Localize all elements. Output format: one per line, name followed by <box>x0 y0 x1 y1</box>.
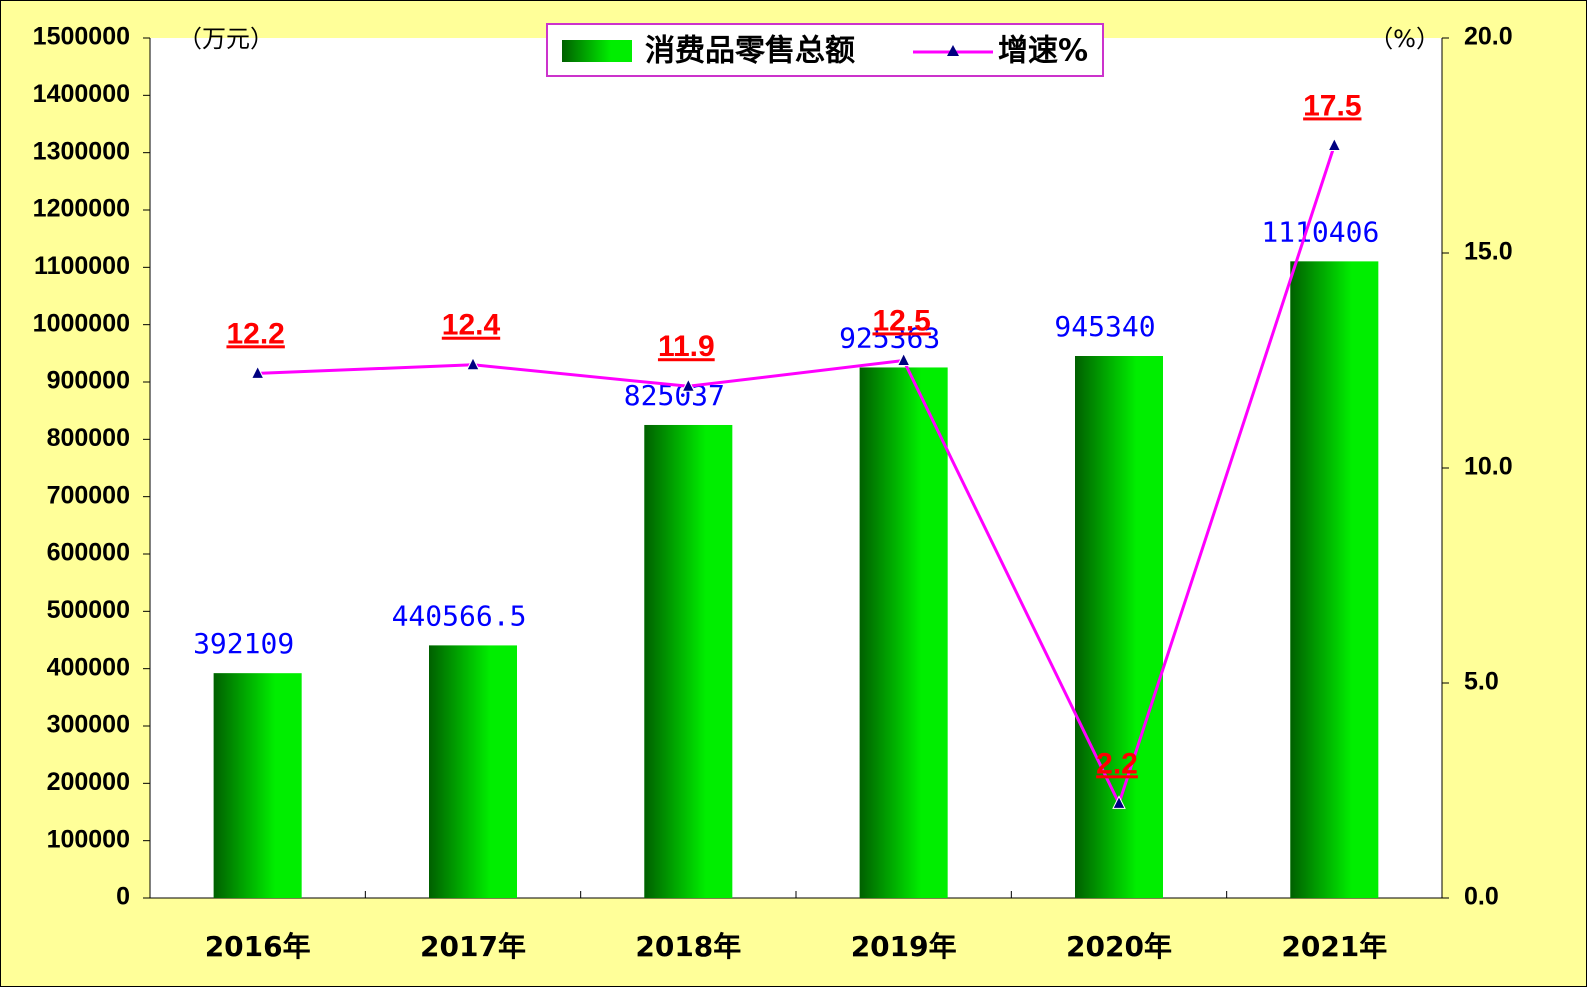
line <box>257 145 1336 808</box>
line-value-label: 12.4 <box>442 309 501 342</box>
legend-box <box>546 23 1104 77</box>
y-tick-label: 1500000 <box>33 23 130 51</box>
x-tick-label: 2020年 <box>1066 930 1172 963</box>
line-marker <box>466 356 480 371</box>
bar-value-label: 925363 <box>839 321 940 354</box>
y-unit: （万元） <box>178 25 274 53</box>
line-marker <box>250 365 265 379</box>
line-value-label: 12.2 <box>226 317 284 350</box>
bar-value-label: 945340 <box>1054 310 1155 343</box>
legend-marker <box>947 45 959 56</box>
legend-swatch-shade <box>562 40 632 62</box>
bar-shade <box>859 367 948 898</box>
bar-shade <box>213 673 302 898</box>
bar-shade <box>644 424 733 898</box>
x-tick-label: 2019年 <box>851 930 957 963</box>
y-tick-label: 400000 <box>47 653 130 681</box>
x-tick-label: 2021年 <box>1281 930 1387 963</box>
y2-tick-label: 10.0 <box>1464 453 1513 481</box>
y-tick-label: 1300000 <box>33 137 130 165</box>
y-tick-label: 0 <box>116 883 130 911</box>
bar-shade <box>1075 356 1163 898</box>
y-tick-label: 1400000 <box>33 80 130 108</box>
x-tick-label: 2018年 <box>635 930 741 963</box>
bar-value-label: 440566.5 <box>392 599 527 632</box>
line-marker <box>896 352 911 366</box>
bar-shade <box>429 645 517 898</box>
y-tick-label: 900000 <box>47 367 130 395</box>
y2-tick-label: 0.0 <box>1464 883 1499 911</box>
legend-label: 增速% <box>998 34 1088 69</box>
x-tick-label: 2017年 <box>420 930 526 963</box>
y2-tick-label: 20.0 <box>1464 23 1513 51</box>
chart-layer: 0 100000 200000 300000 400000 500000 600000 700… <box>33 23 1513 963</box>
y2-tick-label: 15.0 <box>1464 238 1513 266</box>
line-marker <box>1112 795 1126 809</box>
line-value-label: 17.5 <box>1303 89 1361 122</box>
y-tick-label: 300000 <box>47 711 130 739</box>
bar-value-label: 1110406 <box>1261 215 1379 248</box>
y-tick-label: 1100000 <box>34 252 130 280</box>
y-tick-label: 1200000 <box>33 195 130 223</box>
bar-value-label: 392109 <box>193 627 294 660</box>
line-marker <box>681 378 696 392</box>
legend-label: 消费品零售总额 <box>645 34 855 69</box>
y-tick-label: 1000000 <box>33 309 130 337</box>
y-tick-label: 600000 <box>47 539 130 567</box>
y2-tick-label: 5.0 <box>1464 668 1499 696</box>
y-tick-label: 100000 <box>47 825 130 853</box>
y-tick-label: 200000 <box>47 768 130 796</box>
x-tick-label: 2016年 <box>205 930 311 963</box>
y2-unit: （%） <box>1369 25 1440 53</box>
line-value-label: 11.9 <box>658 330 715 363</box>
line-value-label: 12.5 <box>872 304 930 337</box>
line-value-label: 2.2 <box>1096 747 1138 780</box>
y-tick-label: 500000 <box>47 596 130 624</box>
y-tick-label: 800000 <box>47 424 130 452</box>
line-marker <box>1327 137 1342 151</box>
bar-shade <box>1290 261 1379 899</box>
y-tick-label: 700000 <box>47 481 130 509</box>
plot-area <box>150 38 1442 898</box>
